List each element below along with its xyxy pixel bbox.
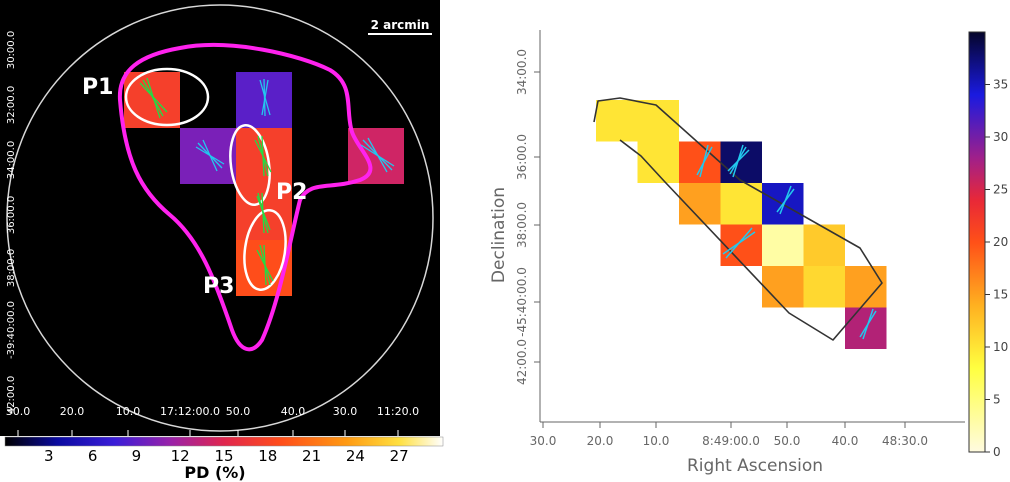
- y-tick-label: 42:00.0: [515, 339, 529, 385]
- colorbar-tick-label: 24: [346, 447, 365, 465]
- right-pixel-grid: [596, 100, 887, 349]
- region-label-p3: P3: [203, 274, 234, 299]
- x-tick-label: 17:12:00.0: [160, 405, 220, 418]
- heatmap-cell: [803, 224, 845, 266]
- left-panel: P1 P2 P3 2 arcmin 30.0 20.0 10.0 17:12:00.0…: [0, 0, 444, 482]
- heatmap-cell: [720, 183, 762, 225]
- heatmap-cell: [762, 224, 804, 266]
- colorbar-tick-label: 35: [993, 78, 1008, 92]
- y-tick-label: 34:00.0: [515, 49, 529, 95]
- x-tick-label: 10.0: [643, 434, 670, 448]
- heatmap-cell: [348, 128, 404, 184]
- x-tick-label: 30.0: [530, 434, 557, 448]
- right-x-axis-label: Right Ascension: [687, 456, 823, 476]
- colorbar-tick-label: 10: [993, 340, 1008, 354]
- colorbar-tick-label: 15: [993, 288, 1008, 302]
- y-tick-label: -45:40:00.0: [515, 267, 529, 337]
- y-tick-label: 34:00.0: [6, 141, 17, 179]
- heatmap-cell: [596, 100, 638, 142]
- heatmap-cell: [720, 141, 762, 183]
- y-tick-label: 36:00.0: [515, 134, 529, 180]
- x-tick-label: 50.0: [226, 405, 251, 418]
- magenta-contour: [117, 43, 373, 352]
- x-tick-label: 11:20.0: [377, 405, 419, 418]
- x-tick-label: 40.0: [281, 405, 306, 418]
- heatmap-cell: [803, 266, 845, 308]
- y-tick-label: 32:00.0: [6, 86, 17, 124]
- region-p2-ellipse: [229, 124, 271, 206]
- x-tick-label: 40.0: [832, 434, 859, 448]
- y-tick-label: -39:40:00.0: [6, 301, 17, 359]
- colorbar-tick-label: 20: [993, 235, 1008, 249]
- left-colorbar: [4, 436, 444, 447]
- colorbar-tick-label: 0: [993, 445, 1001, 459]
- colorbar-tick-label: 5: [993, 393, 1001, 407]
- region-p1-ellipse: [124, 67, 210, 127]
- x-tick-label: 20.0: [587, 434, 614, 448]
- x-tick-label: 10.0: [116, 405, 141, 418]
- colorbar-tick-label: 18: [258, 447, 277, 465]
- region-label-p2: P2: [276, 180, 307, 205]
- heatmap-cell: [637, 141, 679, 183]
- colorbar-tick-label: 6: [88, 447, 98, 465]
- field-of-view-circle: [6, 4, 434, 432]
- scale-bar-label: 2 arcmin: [371, 18, 430, 32]
- left-x-tick-labels: 30.0 20.0 10.0 17:12:00.0 50.0 40.0 30.0 11:20.…: [6, 405, 419, 436]
- colorbar-tick-label: 12: [171, 447, 190, 465]
- region-outline: [593, 97, 883, 341]
- colorbar-tick-label: 15: [214, 447, 233, 465]
- polarization-vectors-right: [696, 144, 877, 340]
- y-tick-label: 38:00.0: [515, 202, 529, 248]
- right-panel: 30.0 20.0 10.0 8:49:00.0 50.0 40.0 48:30.0 34:…: [489, 30, 1008, 476]
- y-tick-label: 30:00.0: [6, 31, 17, 69]
- y-tick-label: 38:00.0: [6, 249, 17, 287]
- y-tick-label: 42:00.0: [6, 376, 17, 414]
- y-tick-label: 36:00.0: [6, 196, 17, 234]
- polarization-vectors-left: [139, 77, 395, 286]
- region-p3-ellipse: [243, 209, 287, 291]
- right-y-axis-label: Declination: [489, 187, 509, 283]
- colorbar-tick-label: 3: [44, 447, 54, 465]
- x-tick-label: 48:30.0: [882, 434, 928, 448]
- right-colorbar-tick-labels: 0 5 10 15 20 25 30 35: [985, 78, 1008, 459]
- colorbar-tick-label: 27: [390, 447, 409, 465]
- colorbar-tick-label: 30: [993, 130, 1008, 144]
- x-tick-label: 50.0: [774, 434, 801, 448]
- left-colorbar-label: PD (%): [184, 463, 245, 482]
- right-x-tick-labels: 30.0 20.0 10.0 8:49:00.0 50.0 40.0 48:30.0: [530, 422, 928, 448]
- left-y-tick-labels: 30:00.0 32:00.0 34:00.0 36:00.0 38:00.0 -39:4…: [6, 31, 17, 414]
- right-colorbar: [968, 31, 986, 453]
- left-image-background: [0, 0, 440, 436]
- heatmap-cell: [762, 266, 804, 308]
- x-tick-label: 20.0: [60, 405, 85, 418]
- x-tick-label: 30.0: [6, 405, 31, 418]
- colorbar-tick-label: 9: [132, 447, 142, 465]
- right-y-tick-labels: 34:00.0 36:00.0 38:00.0 -45:40:00.0 42:00.0: [515, 49, 540, 385]
- region-label-p1: P1: [82, 75, 113, 100]
- colorbar-tick-label: 25: [993, 183, 1008, 197]
- x-tick-label: 30.0: [333, 405, 358, 418]
- colorbar-tick-label: 21: [302, 447, 321, 465]
- heatmap-cell: [180, 128, 236, 184]
- left-colorbar-tick-labels: 3 6 9 12 15 18 21 24 27: [44, 447, 409, 465]
- x-tick-label: 8:49:00.0: [702, 434, 760, 448]
- heatmap-cell: [720, 224, 762, 266]
